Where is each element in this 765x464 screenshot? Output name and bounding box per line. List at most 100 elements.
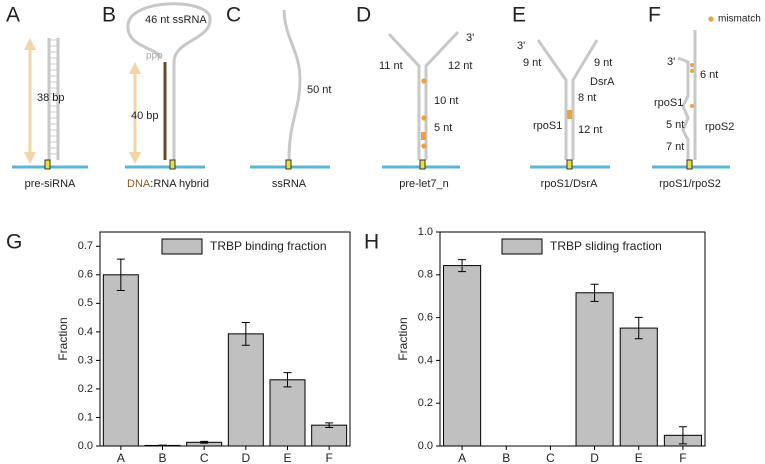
ppp-label: ppp	[146, 51, 163, 62]
error-bar	[116, 258, 125, 291]
label: rpoS1	[654, 97, 683, 109]
label: 9 nt	[594, 57, 612, 69]
end-label: 3'	[466, 32, 474, 44]
mismatch	[421, 115, 427, 121]
anchor	[419, 159, 426, 170]
label: 5 nt	[434, 122, 452, 134]
panel-c: C 50 nt ssRNA	[226, 4, 331, 190]
anchor	[169, 159, 176, 170]
y-tick-label: 0.4	[418, 354, 433, 366]
error-bar	[241, 321, 250, 346]
x-tick-label: A	[458, 451, 466, 464]
x-tick-label: F	[679, 451, 686, 464]
bar	[443, 265, 482, 447]
label: DsrA	[590, 76, 615, 88]
label: 5 nt	[666, 119, 684, 131]
length-label: 50 nt	[307, 84, 331, 96]
x-tick-label: D	[590, 451, 599, 464]
y-tick-label: 0.4	[78, 326, 93, 338]
panel-letter: E	[512, 4, 526, 27]
caption-dna: DNA	[127, 178, 151, 190]
legend-label: mismatch	[718, 14, 761, 25]
legend-dot	[708, 16, 714, 22]
error-bar	[200, 440, 209, 444]
y-tick-label: 0.3	[78, 354, 93, 366]
x-tick-label: E	[283, 451, 291, 464]
y-axis-label: Fraction	[56, 317, 70, 360]
y-tick-label: 0.0	[418, 440, 433, 452]
label: 8 nt	[578, 92, 596, 104]
plot-frame	[439, 231, 706, 447]
panel-e: E 3' 9 nt 9 nt DsrA 8 nt rpoS1 12 nt rpo…	[512, 4, 615, 190]
panel-letter: A	[6, 4, 20, 27]
strand	[536, 39, 599, 160]
label: 11 nt	[379, 60, 403, 72]
caption: pre-let7_n	[399, 178, 449, 190]
caption: ssRNA	[272, 178, 307, 190]
mismatch	[567, 110, 572, 119]
y-axis-label: Fraction	[396, 317, 410, 360]
panel-letter: C	[226, 4, 241, 27]
bar	[619, 327, 658, 447]
legend-swatch	[501, 238, 543, 255]
mismatch	[421, 78, 427, 84]
panel-letter: D	[356, 4, 371, 27]
panel-b: B 46 nt ssRNA ppp 40 bp DNA:RNA hybrid	[102, 2, 212, 190]
legend-label: TRBP sliding fraction	[550, 239, 662, 253]
y-tick-label: 0.6	[418, 312, 433, 324]
error-bar	[590, 283, 599, 302]
bar	[102, 274, 139, 447]
anchor	[686, 159, 693, 170]
x-tick-label: C	[546, 451, 555, 464]
y-tick-label: 0.0	[78, 440, 93, 452]
caption: DNA:RNA hybrid	[127, 178, 209, 190]
x-tick-label: D	[241, 451, 250, 464]
bar	[227, 333, 264, 447]
panel-letter: H	[364, 231, 379, 254]
y-tick-label: 0.8	[418, 269, 433, 281]
y-tick-label: 0.1	[78, 411, 93, 423]
mismatch	[421, 132, 426, 140]
panel-d: D 3' 11 nt 12 nt 10 nt 5 nt pre-let7_n	[356, 4, 474, 190]
panel-letter: F	[648, 4, 661, 27]
x-tick-label: C	[200, 451, 209, 464]
error-bar	[634, 316, 643, 340]
mismatch	[690, 69, 694, 73]
anchor	[566, 159, 573, 170]
anchor	[44, 159, 51, 170]
bar	[311, 424, 348, 447]
bar	[575, 292, 614, 447]
strand	[677, 30, 697, 160]
strand	[282, 9, 302, 161]
label: 9 nt	[523, 57, 541, 69]
x-tick-label: A	[117, 451, 125, 464]
end-label: 3'	[517, 40, 525, 52]
label: 12 nt	[448, 60, 472, 72]
error-bar	[458, 259, 467, 273]
label: rpoS1	[533, 120, 562, 132]
length-label: 38 bp	[37, 92, 65, 104]
y-tick-label: 0.2	[418, 397, 433, 409]
length-label: 40 bp	[131, 110, 159, 122]
caption: rpoS1/rpoS2	[659, 178, 721, 190]
caption: rpoS1/DsrA	[541, 178, 599, 190]
loop-label: 46 nt ssRNA	[145, 14, 207, 26]
panel-f: F mismatch 3' 6 nt rpoS1 5 nt rpoS2 7 nt…	[648, 4, 761, 190]
anchor	[285, 159, 292, 170]
label: 7 nt	[666, 141, 684, 153]
caption-rest: :RNA hybrid	[150, 178, 209, 190]
mismatch	[421, 143, 427, 149]
mismatch	[690, 104, 694, 108]
x-tick-label: F	[325, 451, 332, 464]
error-bar	[678, 426, 687, 445]
label: 12 nt	[578, 124, 602, 136]
x-tick-label: E	[635, 451, 643, 464]
caption: pre-siRNA	[25, 178, 76, 190]
legend-label: TRBP binding fraction	[210, 239, 327, 253]
label: rpoS2	[705, 121, 734, 133]
panel-letter: B	[102, 4, 116, 27]
x-tick-label: B	[502, 451, 510, 464]
y-tick-label: 1.0	[418, 226, 433, 238]
strand	[126, 2, 212, 160]
